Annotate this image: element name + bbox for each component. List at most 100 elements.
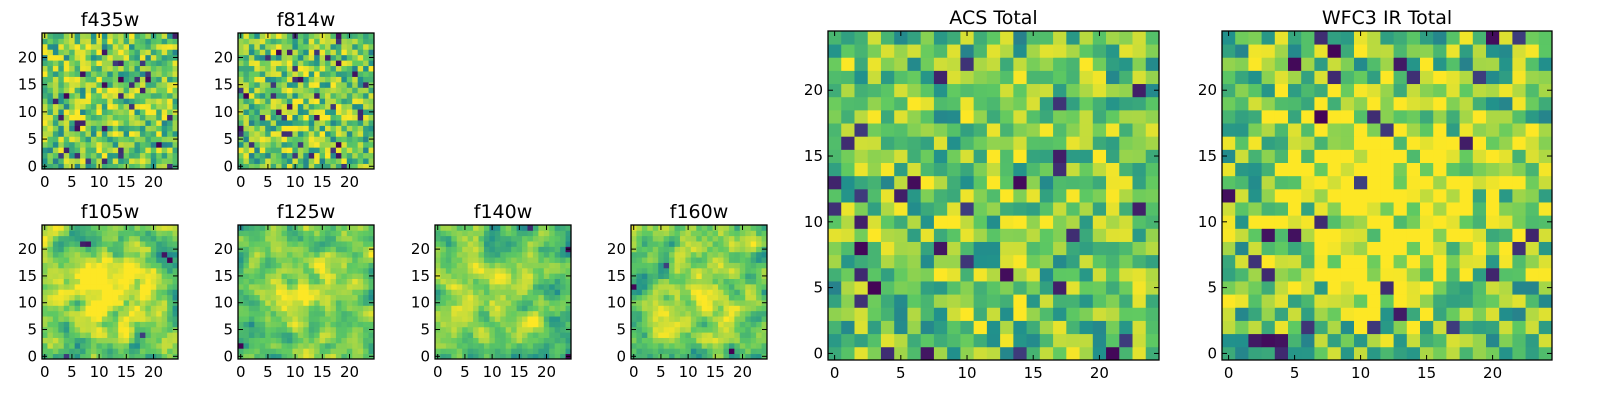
heatmap-cell xyxy=(112,125,119,132)
heatmap-cell xyxy=(303,158,310,164)
heatmap-cell xyxy=(352,158,359,164)
heatmap-cell xyxy=(145,300,152,306)
heatmap-cell xyxy=(712,300,719,306)
heatmap-cell xyxy=(723,283,730,290)
heatmap-cell xyxy=(368,332,375,338)
heatmap-cell xyxy=(986,57,1001,71)
heatmap-cell xyxy=(292,43,299,50)
heatmap-cell xyxy=(1367,320,1381,335)
heatmap-cell xyxy=(101,353,108,360)
heatmap-cell xyxy=(74,326,81,333)
heatmap-cell xyxy=(150,141,157,148)
heatmap-cell xyxy=(641,310,648,317)
heatmap-cell xyxy=(314,43,320,50)
heatmap-cell xyxy=(286,38,293,45)
heatmap-cell xyxy=(238,43,244,50)
heatmap-cell xyxy=(739,278,746,285)
heatmap-cell xyxy=(1013,333,1027,348)
heatmap-cell xyxy=(1459,228,1474,242)
heatmap-cell xyxy=(335,348,342,355)
heatmap-cell xyxy=(303,49,310,56)
heatmap-cell xyxy=(156,337,163,344)
heatmap-cell xyxy=(292,321,299,328)
heatmap-cell xyxy=(63,257,70,263)
heatmap-cell xyxy=(352,278,359,285)
heatmap-cell xyxy=(118,163,124,170)
heatmap-cell xyxy=(47,337,54,344)
heatmap-cell xyxy=(248,49,255,56)
heatmap-cell xyxy=(368,310,375,317)
heatmap-cell xyxy=(123,251,130,258)
heatmap-cell xyxy=(445,251,452,258)
heatmap-cell xyxy=(341,71,348,77)
heatmap-cell xyxy=(101,342,108,349)
heatmap-cell xyxy=(947,188,961,203)
heatmap-cell xyxy=(669,230,675,237)
heatmap-cell xyxy=(1393,281,1408,295)
heatmap-cell xyxy=(473,300,479,306)
heatmap-cell xyxy=(341,337,348,344)
heatmap-cell xyxy=(440,257,447,263)
heatmap-cell xyxy=(254,158,261,164)
heatmap-cell xyxy=(1000,175,1014,190)
heatmap-cell xyxy=(335,316,342,322)
heatmap-cell xyxy=(101,103,108,110)
heatmap-cell xyxy=(123,54,130,61)
heatmap-image-f125w xyxy=(238,225,375,360)
heatmap-cell xyxy=(527,246,534,253)
heatmap-cell xyxy=(701,294,708,301)
heatmap-cell xyxy=(172,71,179,77)
heatmap-cell xyxy=(352,230,359,237)
heatmap-cell xyxy=(80,130,86,137)
heatmap-cell xyxy=(118,152,124,159)
heatmap-cell xyxy=(549,337,556,344)
heatmap-cell xyxy=(500,257,507,263)
heatmap-cell xyxy=(690,262,697,269)
heatmap-cell xyxy=(1119,215,1133,229)
heatmap-cell xyxy=(500,278,507,285)
heatmap-cell xyxy=(1486,254,1500,269)
heatmap-cell xyxy=(663,246,670,253)
heatmap-cell xyxy=(292,262,299,269)
heatmap-cell xyxy=(90,289,97,296)
heatmap-cell xyxy=(243,125,250,132)
heatmap-cell xyxy=(1039,149,1054,163)
heatmap-cell xyxy=(123,235,130,242)
heatmap-cell xyxy=(150,60,157,67)
heatmap-cell xyxy=(456,246,463,253)
heatmap-cell xyxy=(52,316,59,322)
heatmap-cell xyxy=(647,326,654,333)
heatmap-cell xyxy=(1026,83,1041,98)
heatmap-cell xyxy=(641,342,648,349)
heatmap-cell xyxy=(286,273,293,279)
heatmap-cell xyxy=(118,71,124,77)
heatmap-cell xyxy=(701,289,708,296)
heatmap-cell xyxy=(658,283,665,290)
heatmap-cell xyxy=(669,348,675,355)
heatmap-cell xyxy=(172,305,179,312)
heatmap-cell xyxy=(42,283,48,290)
heatmap-cell xyxy=(511,321,517,328)
heatmap-cell xyxy=(690,321,697,328)
heatmap-cell xyxy=(532,326,539,333)
heatmap-cell xyxy=(101,163,108,170)
heatmap-cell xyxy=(254,225,261,231)
heatmap-cell xyxy=(74,273,81,279)
heatmap-cell xyxy=(960,188,975,203)
heatmap-cell xyxy=(281,54,288,61)
heatmap-cell xyxy=(1000,241,1014,256)
heatmap-cell xyxy=(734,262,741,269)
heatmap-cell xyxy=(248,141,255,148)
heatmap-cell xyxy=(745,332,752,338)
heatmap-cell xyxy=(69,54,76,61)
heatmap-cell xyxy=(90,147,97,154)
heatmap-cell xyxy=(112,81,119,88)
heatmap-cell xyxy=(907,202,922,216)
heatmap-cell xyxy=(96,81,103,88)
panel-title: f814w xyxy=(277,9,336,31)
x-tick-label: 5 xyxy=(896,364,906,382)
heatmap-cell xyxy=(1106,202,1120,216)
heatmap-cell xyxy=(1066,333,1080,348)
axes-frame xyxy=(434,224,572,360)
heatmap-cell xyxy=(63,163,70,170)
